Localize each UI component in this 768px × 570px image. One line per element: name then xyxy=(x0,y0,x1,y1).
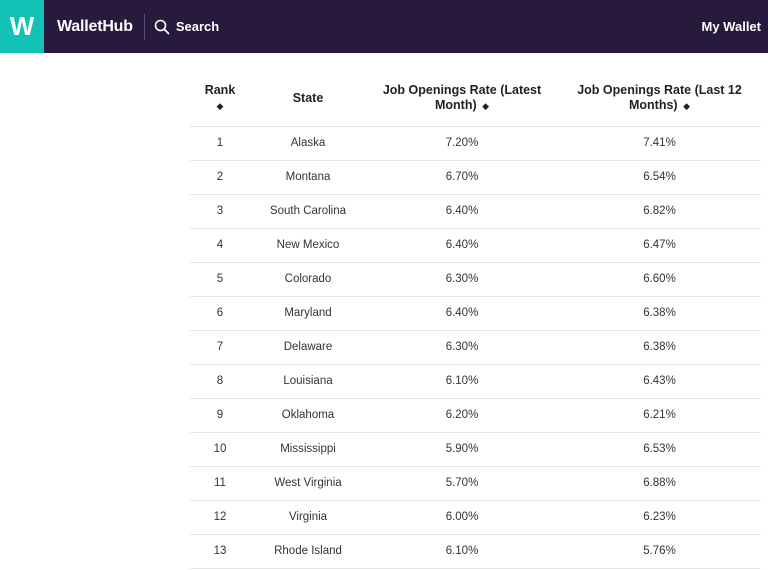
rank-cell: 4 xyxy=(190,228,250,263)
latest-month-rate-cell: 5.70% xyxy=(366,466,558,501)
column-header-rank[interactable]: Rank ◆ xyxy=(190,72,250,127)
column-header-state: State xyxy=(250,72,366,127)
state-cell: Mississippi xyxy=(250,432,366,467)
latest-month-rate-cell: 6.00% xyxy=(366,500,558,535)
wallethub-logo[interactable]: W xyxy=(0,0,44,53)
latest-month-rate-cell: 6.40% xyxy=(366,296,558,331)
latest-header-line1: Job Openings Rate (Latest xyxy=(382,83,542,98)
latest-header-line2: Month) xyxy=(434,98,477,113)
state-cell: South Carolina xyxy=(250,194,366,229)
rank-cell: 6 xyxy=(190,296,250,331)
search-label: Search xyxy=(175,19,220,34)
table-row: 9 Oklahoma 6.20% 6.21% xyxy=(190,398,761,433)
rank-cell: 3 xyxy=(190,194,250,229)
latest-month-rate-cell: 6.30% xyxy=(366,262,558,297)
table-row: 13 Rhode Island 6.10% 5.76% xyxy=(190,534,761,569)
rank-header-label: Rank xyxy=(204,83,236,98)
last-12-months-rate-cell: 6.38% xyxy=(558,330,761,365)
table-body: 1 Alaska 7.20% 7.41% 2 Montana 6.70% 6.54% 3 Sout… xyxy=(190,126,761,569)
rank-cell: 8 xyxy=(190,364,250,399)
sort-icon: ◆ xyxy=(216,101,224,112)
last-12-months-rate-cell: 6.43% xyxy=(558,364,761,399)
last-12-months-rate-cell: 6.82% xyxy=(558,194,761,229)
my-wallet-link[interactable]: My Wallet xyxy=(701,19,761,34)
state-cell: Louisiana xyxy=(250,364,366,399)
logo-letter: W xyxy=(9,11,35,41)
rank-cell: 13 xyxy=(190,534,250,569)
rank-cell: 10 xyxy=(190,432,250,467)
last12-header-line1: Job Openings Rate (Last 12 xyxy=(577,83,742,98)
rank-cell: 5 xyxy=(190,262,250,297)
table-row: 2 Montana 6.70% 6.54% xyxy=(190,160,761,195)
nav-divider xyxy=(143,13,145,40)
state-cell: Virginia xyxy=(250,500,366,535)
table-row: 7 Delaware 6.30% 6.38% xyxy=(190,330,761,365)
table-row: 12 Virginia 6.00% 6.23% xyxy=(190,500,761,535)
state-cell: New Mexico xyxy=(250,228,366,263)
table-row: 8 Louisiana 6.10% 6.43% xyxy=(190,364,761,399)
state-cell: Alaska xyxy=(250,126,366,161)
state-cell: Colorado xyxy=(250,262,366,297)
last-12-months-rate-cell: 6.60% xyxy=(558,262,761,297)
top-nav-bar: W WalletHub Search My Wallet xyxy=(0,0,768,53)
search-button[interactable]: Search xyxy=(154,19,219,35)
last-12-months-rate-cell: 6.23% xyxy=(558,500,761,535)
ranking-table: Rank ◆ State Job Openings Rate (Latest M… xyxy=(190,72,761,569)
column-header-last-12-months[interactable]: Job Openings Rate (Last 12 Months) ◆ xyxy=(558,72,761,127)
state-cell: Delaware xyxy=(250,330,366,365)
last-12-months-rate-cell: 6.21% xyxy=(558,398,761,433)
rank-cell: 9 xyxy=(190,398,250,433)
latest-month-rate-cell: 6.10% xyxy=(366,364,558,399)
rank-cell: 7 xyxy=(190,330,250,365)
table-row: 1 Alaska 7.20% 7.41% xyxy=(190,126,761,161)
rank-cell: 12 xyxy=(190,500,250,535)
brand-name[interactable]: WalletHub xyxy=(57,17,133,35)
latest-month-rate-cell: 6.40% xyxy=(366,194,558,229)
sort-icon: ◆ xyxy=(683,101,690,112)
latest-month-rate-cell: 7.20% xyxy=(366,126,558,161)
table-row: 4 New Mexico 6.40% 6.47% xyxy=(190,228,761,263)
latest-month-rate-cell: 6.40% xyxy=(366,228,558,263)
state-cell: West Virginia xyxy=(250,466,366,501)
latest-month-rate-cell: 6.10% xyxy=(366,534,558,569)
latest-month-rate-cell: 6.70% xyxy=(366,160,558,195)
rank-cell: 2 xyxy=(190,160,250,195)
state-header-label: State xyxy=(292,91,324,106)
ranking-table-container: Rank ◆ State Job Openings Rate (Latest M… xyxy=(190,72,761,569)
last-12-months-rate-cell: 6.54% xyxy=(558,160,761,195)
table-row: 10 Mississippi 5.90% 6.53% xyxy=(190,432,761,467)
rank-cell: 11 xyxy=(190,466,250,501)
table-row: 11 West Virginia 5.70% 6.88% xyxy=(190,466,761,501)
state-cell: Maryland xyxy=(250,296,366,331)
latest-month-rate-cell: 6.30% xyxy=(366,330,558,365)
rank-cell: 1 xyxy=(190,126,250,161)
latest-month-rate-cell: 6.20% xyxy=(366,398,558,433)
state-cell: Montana xyxy=(250,160,366,195)
sort-icon: ◆ xyxy=(482,101,490,112)
column-header-latest-month[interactable]: Job Openings Rate (Latest Month) ◆ xyxy=(366,72,558,127)
last-12-months-rate-cell: 5.76% xyxy=(558,534,761,569)
state-cell: Oklahoma xyxy=(250,398,366,433)
table-header-row: Rank ◆ State Job Openings Rate (Latest M… xyxy=(190,72,761,127)
latest-month-rate-cell: 5.90% xyxy=(366,432,558,467)
search-icon xyxy=(154,19,170,34)
table-row: 3 South Carolina 6.40% 6.82% xyxy=(190,194,761,229)
table-row: 5 Colorado 6.30% 6.60% xyxy=(190,262,761,297)
last-12-months-rate-cell: 6.47% xyxy=(558,228,761,263)
state-cell: Rhode Island xyxy=(250,534,366,569)
last-12-months-rate-cell: 6.88% xyxy=(558,466,761,501)
last-12-months-rate-cell: 6.38% xyxy=(558,296,761,331)
last12-header-line2: Months) xyxy=(628,98,678,113)
table-row: 6 Maryland 6.40% 6.38% xyxy=(190,296,761,331)
last-12-months-rate-cell: 6.53% xyxy=(558,432,761,467)
last-12-months-rate-cell: 7.41% xyxy=(558,126,761,161)
